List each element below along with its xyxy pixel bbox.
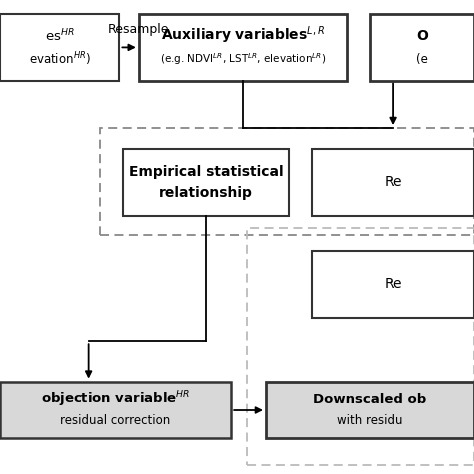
Bar — [100, 128, 474, 235]
Bar — [123, 149, 289, 216]
Bar — [0, 14, 119, 81]
Text: es$^{HR}$: es$^{HR}$ — [45, 27, 74, 44]
Text: (e: (e — [416, 53, 428, 66]
Bar — [139, 14, 347, 81]
Bar — [266, 382, 474, 438]
Text: (e.g. NDVI$^{LR}$, LST$^{LR}$, elevation$^{LR}$): (e.g. NDVI$^{LR}$, LST$^{LR}$, elevation… — [160, 51, 326, 67]
Text: evation$^{HR}$): evation$^{HR}$) — [29, 50, 91, 68]
Text: objection variable$^{HR}$: objection variable$^{HR}$ — [41, 390, 190, 410]
Text: Empirical statistical: Empirical statistical — [129, 165, 283, 179]
Bar — [312, 149, 474, 216]
Text: Auxiliary variables$^{L,R}$: Auxiliary variables$^{L,R}$ — [161, 25, 325, 46]
Bar — [312, 251, 474, 318]
Text: Resample: Resample — [108, 23, 170, 36]
Text: Re: Re — [384, 277, 402, 292]
Text: relationship: relationship — [159, 186, 253, 200]
Text: O: O — [416, 28, 428, 43]
Text: residual correction: residual correction — [61, 414, 171, 427]
Bar — [0, 382, 231, 438]
Text: with residu: with residu — [337, 414, 403, 427]
Bar — [370, 14, 474, 81]
Bar — [246, 228, 474, 465]
Text: Re: Re — [384, 175, 402, 190]
Text: Downscaled ob: Downscaled ob — [313, 393, 427, 406]
